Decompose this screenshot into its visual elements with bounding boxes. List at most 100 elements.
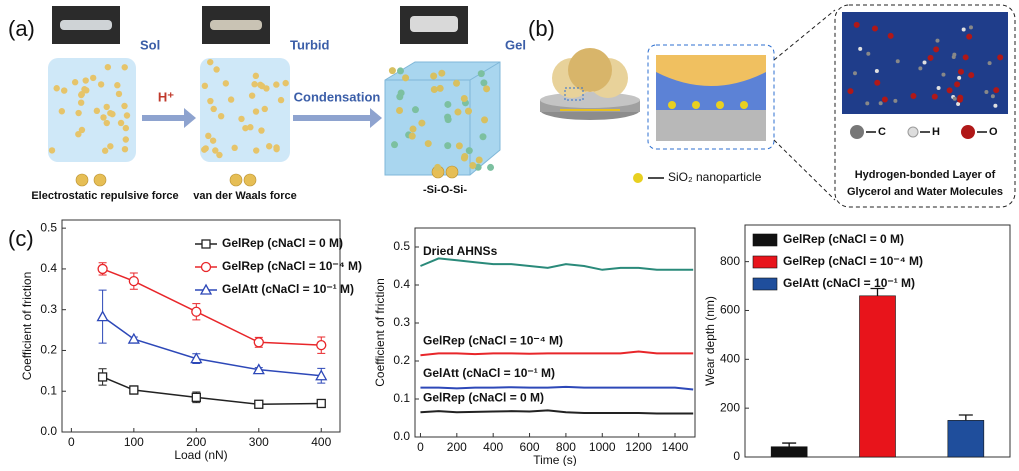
particle [109, 111, 115, 117]
atom [969, 25, 973, 29]
particle [216, 152, 222, 158]
particle [81, 86, 87, 92]
particle [53, 85, 59, 91]
y-tick-label: 0.0 [40, 424, 57, 438]
y-tick-label: 0.1 [393, 391, 410, 405]
atom [882, 96, 888, 102]
caption: Glycerol and Water Molecules [847, 186, 1003, 198]
particle [461, 155, 468, 162]
particle [430, 72, 437, 79]
substrate [656, 110, 766, 141]
particle [78, 99, 84, 105]
series-line [420, 410, 693, 413]
atom [866, 52, 870, 56]
particle [122, 146, 128, 152]
particle [444, 114, 451, 121]
particle [431, 86, 438, 93]
particle [398, 89, 405, 96]
particle [79, 127, 85, 133]
series-line [420, 387, 693, 390]
atom [952, 53, 956, 57]
legend-label: GelRep (cNaCl = 10⁻⁴ M) [222, 259, 362, 273]
particle [251, 81, 257, 87]
series-label: GelRep (cNaCl = 0 M) [423, 390, 544, 404]
atom [879, 101, 883, 105]
particle [211, 106, 217, 112]
particle [123, 136, 129, 142]
page: {"panel_a":{"label":"(a)","stages":["Sol… [0, 0, 1019, 471]
x-tick-label: 200 [186, 435, 206, 449]
particle [396, 107, 403, 114]
atom [933, 46, 939, 52]
error-bar [959, 415, 973, 420]
atom [941, 73, 945, 77]
particle [210, 137, 216, 143]
y-tick-label: 0.2 [40, 343, 57, 357]
atom [908, 127, 918, 137]
particle [98, 81, 104, 87]
particle [213, 66, 219, 72]
x-tick-label: 1000 [589, 440, 616, 454]
particle [83, 77, 89, 83]
particle [72, 79, 78, 85]
atom [984, 90, 988, 94]
vial [60, 20, 112, 30]
marker [129, 277, 138, 286]
particle [218, 113, 224, 119]
particle [465, 108, 472, 115]
sphere [568, 48, 612, 92]
y-tick-label: 0.2 [393, 353, 410, 367]
particle [410, 126, 417, 133]
particle [202, 83, 208, 89]
x-tick-label: 800 [556, 440, 576, 454]
marker [98, 264, 107, 273]
y-tick-label: 0.0 [393, 429, 410, 443]
x-tick-label: 200 [447, 440, 467, 454]
y-tick-label: 600 [720, 303, 740, 317]
atom [947, 87, 953, 93]
atom [957, 76, 961, 80]
particle [453, 80, 460, 87]
particle [107, 143, 113, 149]
atom [988, 61, 992, 65]
marker [98, 312, 108, 321]
y-axis-label: Coefficient of friction [20, 272, 34, 381]
y-axis-label: Coefficient of friction [373, 278, 387, 387]
y-tick-label: 400 [720, 351, 740, 365]
particle [483, 85, 490, 92]
particle [205, 133, 211, 139]
y-tick-label: 0.1 [40, 383, 57, 397]
atom [854, 22, 860, 28]
force-label: -Si-O-Si- [423, 184, 467, 196]
y-tick-label: 0.3 [393, 315, 410, 329]
particle [238, 116, 244, 122]
atom [962, 28, 966, 32]
legend-label: GelRep (cNaCl = 10⁻⁴ M) [783, 254, 923, 268]
atom [968, 72, 974, 78]
x-tick-label: 600 [520, 440, 540, 454]
particle [480, 79, 487, 86]
series-label: GelAtt (cNaCl = 10⁻¹ M) [423, 366, 555, 380]
atom [858, 47, 862, 51]
particle [116, 91, 122, 97]
panel-label: (a) [8, 16, 35, 41]
particle [456, 142, 463, 149]
particle [444, 101, 451, 108]
marker [192, 307, 201, 316]
particle [228, 96, 234, 102]
particle [61, 87, 67, 93]
particle [466, 147, 473, 154]
bar [860, 296, 896, 457]
particle [434, 164, 441, 171]
x-tick-label: 0 [68, 435, 75, 449]
particle [94, 108, 100, 114]
y-tick-label: 0.5 [40, 220, 57, 234]
atom [910, 93, 916, 99]
vial [210, 20, 262, 30]
particle [418, 120, 425, 127]
stage: Gel [505, 37, 526, 52]
marker [255, 400, 263, 408]
particle [102, 148, 108, 154]
step: Condensation [294, 89, 381, 104]
atom-label: C [878, 126, 886, 138]
